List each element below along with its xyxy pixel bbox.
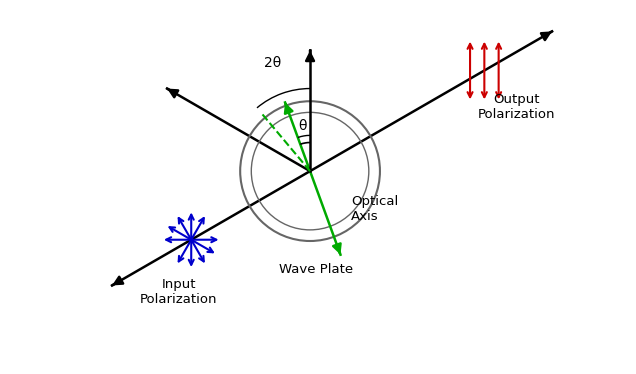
Text: 2θ: 2θ	[265, 56, 282, 70]
Text: Input
Polarization: Input Polarization	[140, 278, 218, 306]
Text: Output
Polarization: Output Polarization	[478, 93, 555, 121]
Text: Wave Plate: Wave Plate	[279, 263, 354, 276]
Text: Optical
Axis: Optical Axis	[351, 195, 399, 223]
Text: θ: θ	[298, 119, 307, 133]
